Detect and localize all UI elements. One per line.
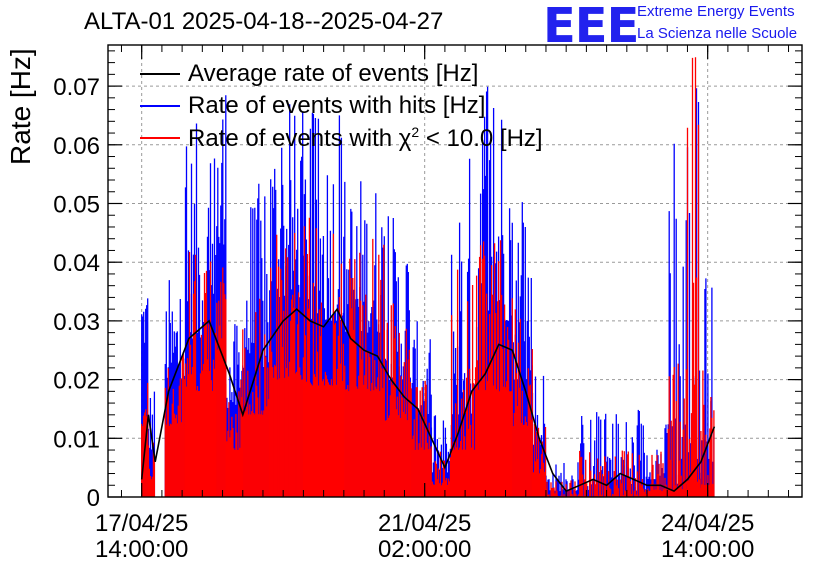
- legend-swatch-average: [140, 73, 180, 75]
- x-tick-labels: 17/04/2514:00:0021/04/2502:00:0024/04/25…: [95, 510, 754, 563]
- x-tick-time: 02:00:00: [378, 536, 471, 563]
- legend-swatch-chi2: [140, 137, 180, 139]
- axis-ticks: [108, 45, 802, 498]
- x-tick-time: 14:00:00: [95, 536, 188, 563]
- y-tick-label: 0.02: [53, 368, 100, 395]
- y-tick-label: 0.06: [53, 133, 100, 160]
- y-tick-label: 0: [87, 485, 100, 512]
- logo-line-2: La Scienza nelle Scuole: [637, 25, 798, 42]
- legend-chi2-sup: 2: [411, 124, 420, 140]
- eee-logo: EEE: [543, 0, 639, 54]
- legend-label-hits: Rate of events with hits [Hz]: [188, 92, 486, 119]
- y-axis-label: Rate [Hz]: [5, 48, 36, 165]
- y-tick-label: 0.04: [53, 250, 100, 277]
- plot-frame: [107, 44, 803, 498]
- chi2-rate-series: [141, 57, 715, 497]
- y-tick-label: 0.05: [53, 191, 100, 218]
- y-tick-label: 0.01: [53, 426, 100, 453]
- y-tick-label: 0.07: [53, 74, 100, 101]
- average-rate-line: [140, 307, 716, 493]
- y-tick-labels: 0 0.01 0.02 0.03 0.04 0.05 0.06 0.07: [53, 74, 100, 512]
- x-tick-date: 17/04/25: [95, 510, 188, 537]
- legend-swatch-hits: [140, 105, 180, 107]
- legend-chi2-prefix: Rate of events with χ: [188, 125, 412, 152]
- legend-label-average: Average rate of events [Hz]: [188, 60, 479, 87]
- x-tick-time: 14:00:00: [661, 536, 754, 563]
- x-tick-date: 24/04/25: [661, 510, 754, 537]
- y-tick-label: 0.03: [53, 309, 100, 336]
- chart-title: ALTA-01 2025-04-18--2025-04-27: [84, 8, 444, 35]
- x-tick-date: 21/04/25: [378, 510, 471, 537]
- legend-label-chi2: Rate of events with χ2 < 10.0 [Hz]: [188, 124, 543, 153]
- legend-chi2-suffix: < 10.0 [Hz]: [419, 125, 543, 152]
- logo-line-1: Extreme Energy Events: [637, 3, 795, 20]
